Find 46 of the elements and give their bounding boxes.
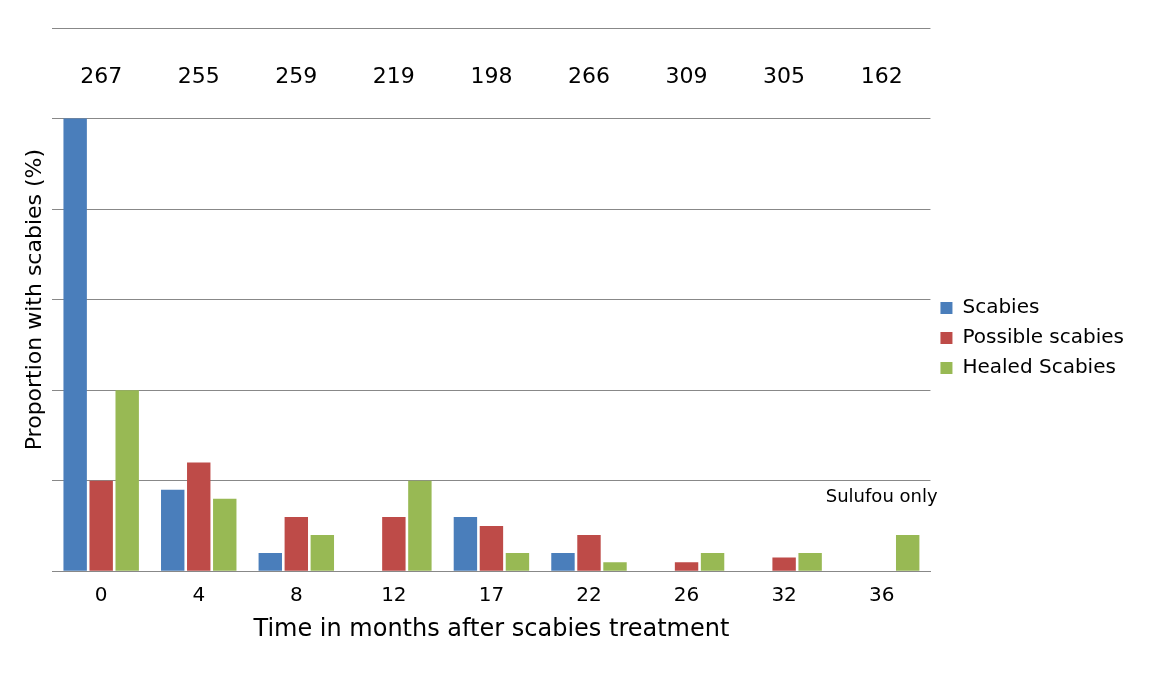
bar (674, 562, 699, 571)
bar (772, 557, 796, 571)
bar (798, 553, 822, 571)
annotation: Sulufou only (825, 484, 938, 506)
bar (408, 480, 432, 571)
x-tick-label: 26 (673, 582, 700, 607)
bar (284, 516, 309, 571)
bar (505, 553, 530, 571)
bar (453, 516, 478, 571)
text: 305 (763, 62, 806, 88)
y-axis-title: Proportion with scabies (%) (20, 148, 46, 451)
bar (89, 480, 113, 571)
bar (310, 534, 335, 571)
bar (161, 489, 185, 571)
text: 219 (372, 62, 415, 88)
text: 162 (860, 62, 903, 88)
text: 198 (470, 62, 513, 88)
bar (258, 553, 282, 571)
x-tick-label: 8 (289, 582, 303, 607)
bar (551, 553, 575, 571)
bar (603, 562, 627, 571)
text: 259 (275, 62, 318, 88)
bar (382, 516, 406, 571)
legend-label: Scabies (962, 294, 1040, 319)
x-tick-label: 32 (771, 582, 797, 607)
x-tick-label: 22 (576, 582, 602, 607)
bar (577, 534, 601, 571)
bar (895, 534, 920, 571)
x-tick-label: 36 (868, 582, 895, 607)
bar (700, 553, 725, 571)
x-tick-label: 0 (94, 582, 108, 607)
x-axis-title: Time in months after scabies treatment (252, 613, 730, 642)
x-tick-label: 12 (381, 582, 407, 607)
text: 255 (177, 62, 220, 88)
text: 266 (567, 62, 610, 88)
bar (213, 498, 237, 571)
legend-label: Possible scabies (962, 324, 1124, 349)
bar (479, 525, 504, 571)
bar (187, 462, 211, 571)
bar (115, 390, 139, 571)
text: 309 (665, 62, 708, 88)
x-tick-label: 4 (192, 582, 206, 607)
text: 267 (80, 62, 123, 88)
legend-label: Healed Scabies (962, 354, 1116, 379)
bar (63, 118, 87, 571)
x-tick-label: 17 (478, 582, 505, 607)
